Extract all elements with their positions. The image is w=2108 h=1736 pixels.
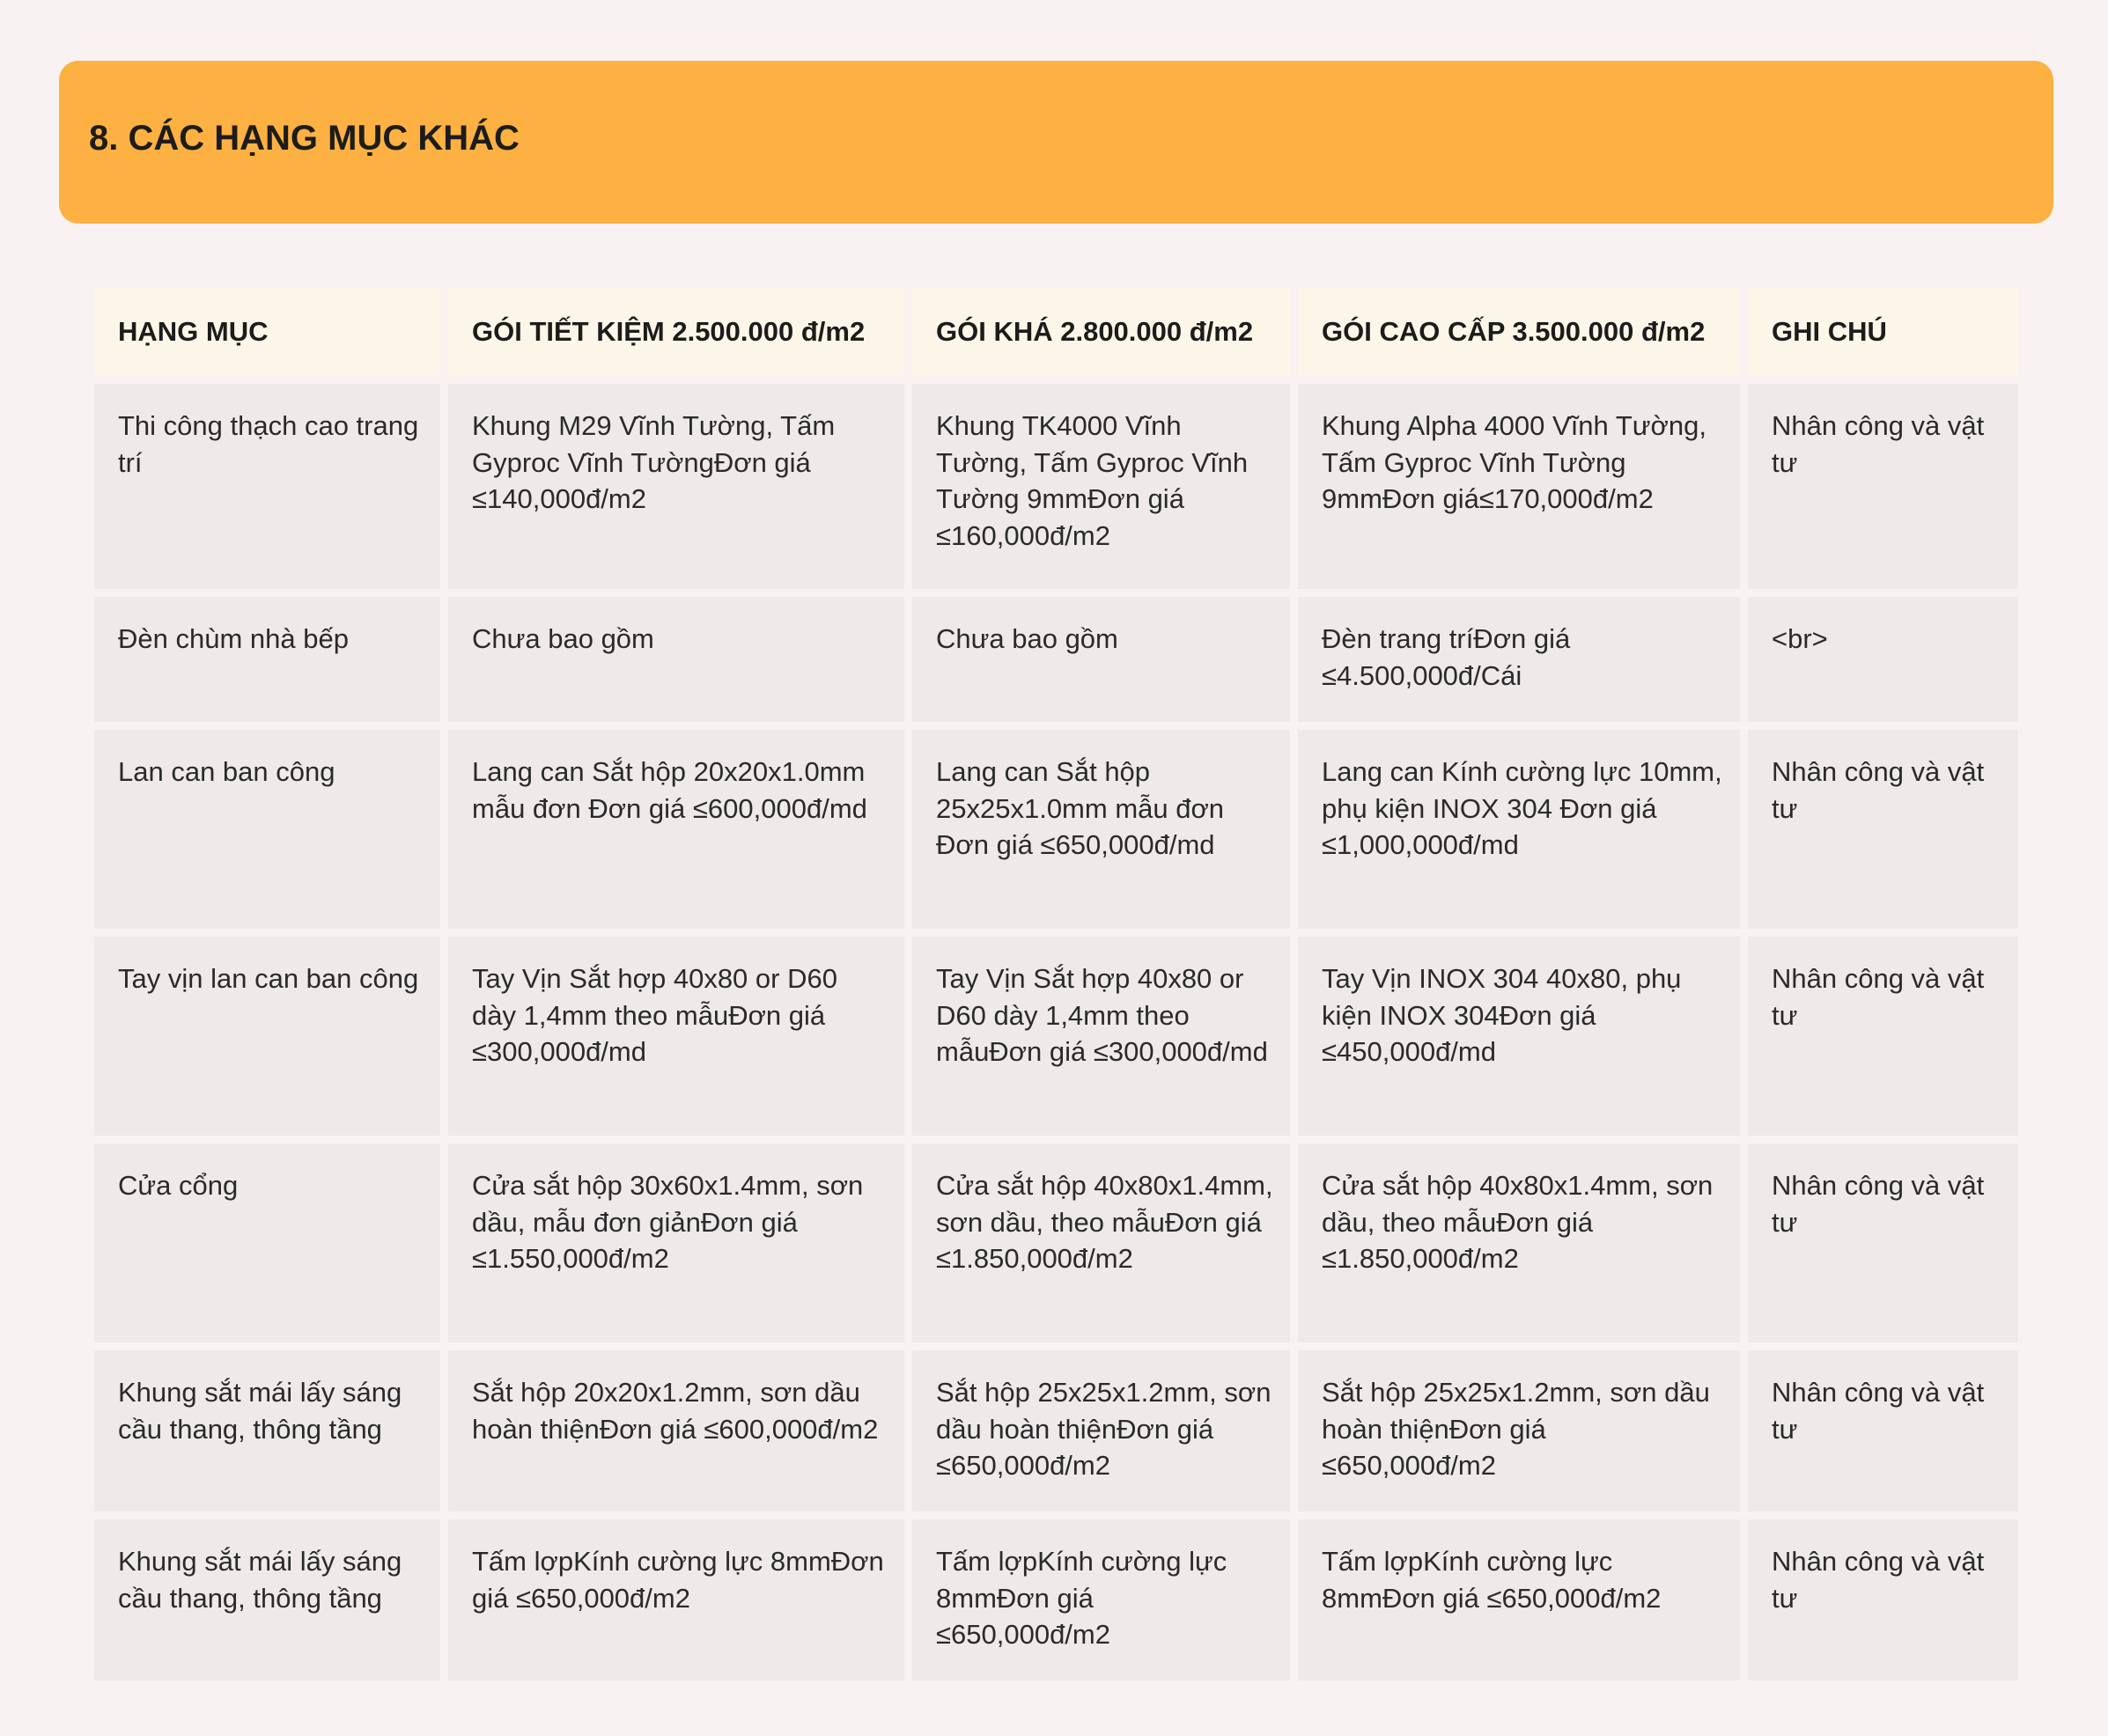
pricing-table-container: HẠNG MỤC GÓI TIẾT KIỆM 2.500.000 đ/m2 GÓ…: [91, 279, 2021, 1688]
table-header-row: HẠNG MỤC GÓI TIẾT KIỆM 2.500.000 đ/m2 GÓ…: [94, 287, 2018, 376]
section-title: 8. CÁC HẠNG MỤC KHÁC: [89, 119, 520, 158]
cell-category: Khung sắt mái lấy sáng cầu thang, thông …: [94, 1350, 440, 1512]
cell-note: Nhân công và vật tư: [1748, 1350, 2018, 1512]
table-row: Tay vịn lan can ban công Tay Vịn Sắt hợp…: [94, 937, 2018, 1136]
cell-premium: Cửa sắt hộp 40x80x1.4mm, sơn dầu, theo m…: [1298, 1144, 1740, 1342]
cell-standard: Cửa sắt hộp 40x80x1.4mm, sơn dầu, theo m…: [912, 1144, 1290, 1342]
cell-economy: Tay Vịn Sắt hợp 40x80 or D60 dày 1,4mm t…: [448, 937, 904, 1136]
cell-premium: Đèn trang tríĐơn giá ≤4.500,000đ/Cái: [1298, 597, 1740, 722]
table-row: Cửa cổng Cửa sắt hộp 30x60x1.4mm, sơn dầ…: [94, 1144, 2018, 1342]
cell-note: Nhân công và vật tư: [1748, 730, 2018, 929]
header-economy-package: GÓI TIẾT KIỆM 2.500.000 đ/m2: [448, 287, 904, 376]
cell-economy: Sắt hộp 20x20x1.2mm, sơn dầu hoàn thiệnĐ…: [448, 1350, 904, 1512]
cell-note: Nhân công và vật tư: [1748, 384, 2018, 589]
cell-economy: Chưa bao gồm: [448, 597, 904, 722]
cell-category: Khung sắt mái lấy sáng cầu thang, thông …: [94, 1519, 440, 1681]
cell-premium: Khung Alpha 4000 Vĩnh Tường, Tấm Gyproc …: [1298, 384, 1740, 589]
table-row: Khung sắt mái lấy sáng cầu thang, thông …: [94, 1519, 2018, 1681]
table-row: Thi công thạch cao trang trí Khung M29 V…: [94, 384, 2018, 589]
cell-economy: Cửa sắt hộp 30x60x1.4mm, sơn dầu, mẫu đơ…: [448, 1144, 904, 1342]
cell-economy: Lang can Sắt hộp 20x20x1.0mm mẫu đơn Đơn…: [448, 730, 904, 929]
header-premium-package: GÓI CAO CẤP 3.500.000 đ/m2: [1298, 287, 1740, 376]
cell-premium: Tấm lợpKính cường lực 8mmĐơn giá ≤650,00…: [1298, 1519, 1740, 1681]
table-row: Khung sắt mái lấy sáng cầu thang, thông …: [94, 1350, 2018, 1512]
table-row: Lan can ban công Lang can Sắt hộp 20x20x…: [94, 730, 2018, 929]
cell-note: Nhân công và vật tư: [1748, 937, 2018, 1136]
cell-note: <br>: [1748, 597, 2018, 722]
section-header: 8. CÁC HẠNG MỤC KHÁC: [59, 61, 2053, 224]
cell-premium: Tay Vịn INOX 304 40x80, phụ kiện INOX 30…: [1298, 937, 1740, 1136]
cell-standard: Tấm lợpKính cường lực 8mmĐơn giá ≤650,00…: [912, 1519, 1290, 1681]
cell-standard: Lang can Sắt hộp 25x25x1.0mm mẫu đơn Đơn…: [912, 730, 1290, 929]
cell-note: Nhân công và vật tư: [1748, 1519, 2018, 1681]
cell-standard: Khung TK4000 Vĩnh Tường, Tấm Gyproc Vĩnh…: [912, 384, 1290, 589]
cell-standard: Chưa bao gồm: [912, 597, 1290, 722]
cell-standard: Sắt hộp 25x25x1.2mm, sơn dầu hoàn thiệnĐ…: [912, 1350, 1290, 1512]
cell-category: Thi công thạch cao trang trí: [94, 384, 440, 589]
cell-category: Tay vịn lan can ban công: [94, 937, 440, 1136]
cell-standard: Tay Vịn Sắt hợp 40x80 or D60 dày 1,4mm t…: [912, 937, 1290, 1136]
cell-premium: Sắt hộp 25x25x1.2mm, sơn dầu hoàn thiệnĐ…: [1298, 1350, 1740, 1512]
cell-economy: Tấm lợpKính cường lực 8mmĐơn giá ≤650,00…: [448, 1519, 904, 1681]
pricing-table: HẠNG MỤC GÓI TIẾT KIỆM 2.500.000 đ/m2 GÓ…: [86, 279, 2026, 1688]
cell-note: Nhân công và vật tư: [1748, 1144, 2018, 1342]
table-row: Đèn chùm nhà bếp Chưa bao gồm Chưa bao g…: [94, 597, 2018, 722]
header-notes: GHI CHÚ: [1748, 287, 2018, 376]
header-category: HẠNG MỤC: [94, 287, 440, 376]
cell-category: Cửa cổng: [94, 1144, 440, 1342]
cell-category: Đèn chùm nhà bếp: [94, 597, 440, 722]
cell-economy: Khung M29 Vĩnh Tường, Tấm Gyproc Vĩnh Tư…: [448, 384, 904, 589]
cell-category: Lan can ban công: [94, 730, 440, 929]
cell-premium: Lang can Kính cường lực 10mm, phụ kiện I…: [1298, 730, 1740, 929]
header-standard-package: GÓI KHÁ 2.800.000 đ/m2: [912, 287, 1290, 376]
